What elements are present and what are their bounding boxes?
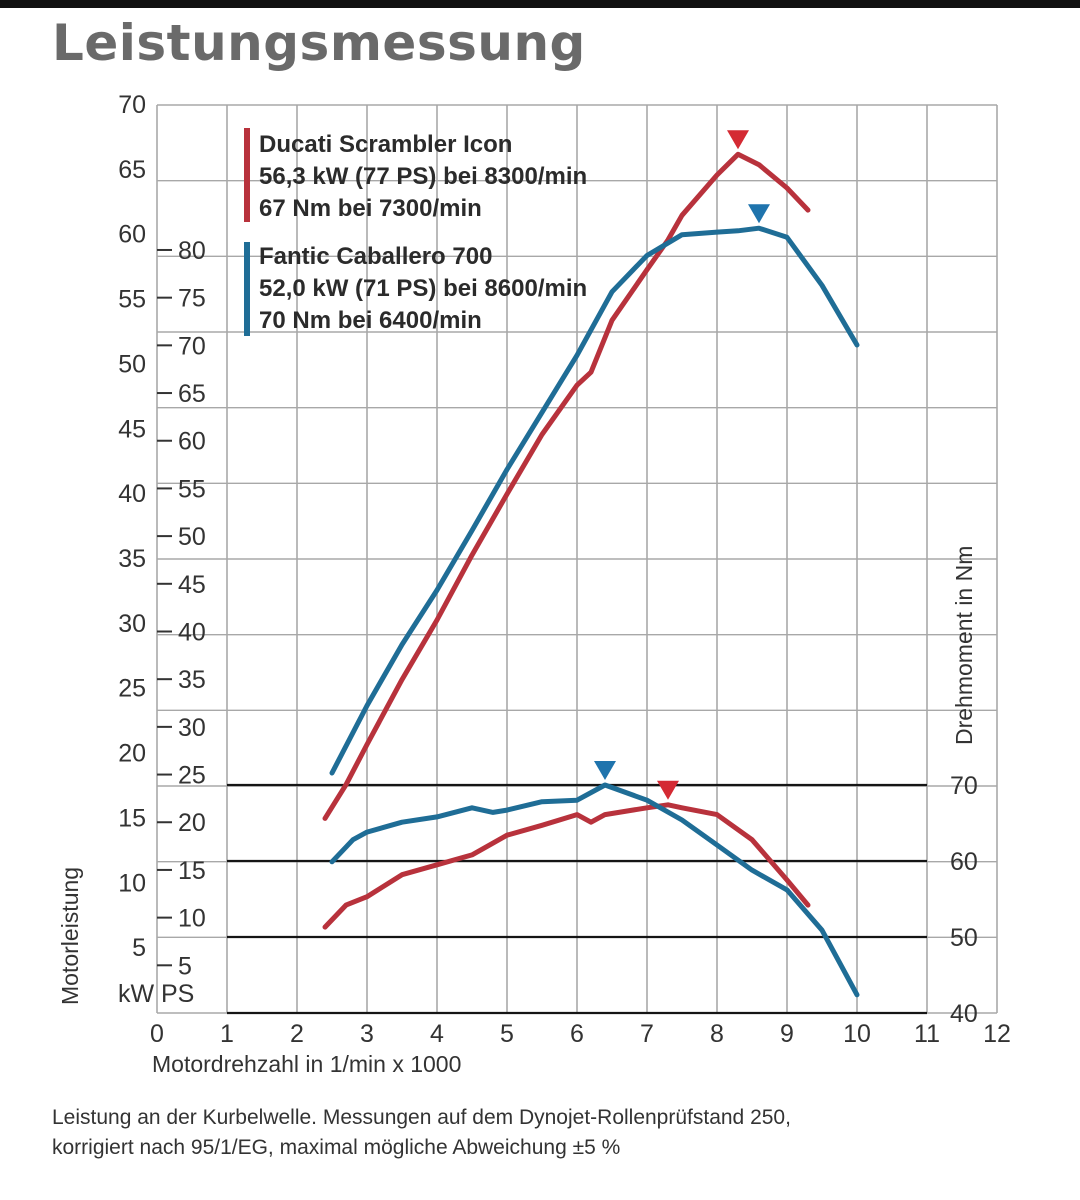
- kw-tick-label: 35: [118, 545, 146, 573]
- ps-tick-label: 65: [178, 380, 206, 408]
- kw-tick-label: 20: [118, 740, 146, 768]
- x-tick-label: 7: [640, 1020, 654, 1048]
- footnote-line-2: korrigiert nach 95/1/EG, maximal möglich…: [52, 1136, 621, 1159]
- series-group: [322, 151, 860, 998]
- ps-tick-label: 30: [178, 714, 206, 742]
- kw-axis-ticks: 5 10 15 20 25 30 35 40 45 50 55 60 65 70: [118, 91, 146, 962]
- ps-axis-ticks: 5 10 15 20 25 30 35 40 45 50 55 60 65 70 75 80: [157, 237, 206, 980]
- nm-tick-label: 50: [950, 924, 978, 952]
- x-tick-label: 2: [290, 1020, 304, 1048]
- footnote: Leistung an der Kurbelwelle. Messungen a…: [52, 1103, 791, 1163]
- peak-marker-fantic-power: [748, 204, 770, 224]
- peak-marker-ducati-power: [727, 130, 749, 150]
- x-tick-label: 12: [983, 1020, 1011, 1048]
- x-tick-label: 3: [360, 1020, 374, 1048]
- ps-tick-label: 75: [178, 285, 206, 313]
- ps-tick-label: 10: [178, 905, 206, 933]
- footnote-line-1: Leistung an der Kurbelwelle. Messungen a…: [52, 1106, 791, 1129]
- nm-tick-label: 40: [950, 1000, 978, 1028]
- ps-unit-label: PS: [161, 980, 194, 1008]
- legend-fantic-name: Fantic Caballero 700: [259, 243, 492, 270]
- x-tick-label: 8: [710, 1020, 724, 1048]
- ps-tick-label: 50: [178, 523, 206, 551]
- x-tick-label: 9: [780, 1020, 794, 1048]
- kw-tick-label: 40: [118, 480, 146, 508]
- legend-fantic-power: 52,0 kW (71 PS) bei 8600/min: [259, 275, 587, 302]
- grid: [156, 104, 998, 1014]
- x-axis-label: Motordrehzahl in 1/min x 1000: [152, 1051, 461, 1077]
- nm-tick-label: 60: [950, 848, 978, 876]
- kw-tick-label: 60: [118, 221, 146, 249]
- kw-tick-label: 45: [118, 415, 146, 443]
- legend-ducati-torque: 67 Nm bei 7300/min: [259, 195, 482, 222]
- kw-tick-label: 70: [118, 91, 146, 119]
- x-tick-label: 5: [500, 1020, 514, 1048]
- kw-unit-label: kW: [118, 980, 155, 1008]
- x-tick-label: 1: [220, 1020, 234, 1048]
- peak-marker-fantic-torque: [594, 761, 616, 780]
- x-tick-label: 10: [843, 1020, 871, 1048]
- ps-tick-label: 70: [178, 332, 206, 360]
- kw-tick-label: 50: [118, 350, 146, 378]
- legend-swatch-ducati: [244, 128, 250, 222]
- nm-tick-label: 70: [950, 772, 978, 800]
- kw-tick-label: 30: [118, 610, 146, 638]
- series-line-ducati-power: [322, 151, 811, 821]
- kw-tick-label: 10: [118, 869, 146, 897]
- series-line-ducati-torque: [322, 802, 811, 930]
- kw-tick-label: 15: [118, 804, 146, 832]
- x-tick-label: 0: [150, 1020, 164, 1048]
- x-tick-label: 11: [914, 1020, 940, 1048]
- top-bar: [0, 0, 1080, 8]
- kw-tick-label: 65: [118, 156, 146, 184]
- legend-ducati-power: 56,3 kW (77 PS) bei 8300/min: [259, 163, 587, 190]
- ps-tick-label: 45: [178, 571, 206, 599]
- x-tick-label: 6: [570, 1020, 584, 1048]
- y-axis-label-left: Motorleistung: [57, 867, 83, 1005]
- ps-tick-label: 80: [178, 237, 206, 265]
- legend-swatch-fantic: [244, 242, 250, 336]
- ps-tick-label: 15: [178, 857, 206, 885]
- ps-tick-label: 55: [178, 475, 206, 503]
- series-line-fantic-power: [329, 225, 860, 776]
- ps-tick-label: 20: [178, 809, 206, 837]
- y-axis-label-right: Drehmoment in Nm: [951, 546, 977, 745]
- x-axis-ticks: 0 1 2 3 4 5 6 7 8 9 10 11 12: [150, 1020, 1011, 1048]
- ps-tick-label: 35: [178, 666, 206, 694]
- page-title: Leistungsmessung: [52, 14, 586, 72]
- ps-tick-label: 40: [178, 618, 206, 646]
- kw-tick-label: 55: [118, 286, 146, 314]
- ps-tick-label: 5: [178, 952, 192, 980]
- legend-ducati-name: Ducati Scrambler Icon: [259, 131, 512, 158]
- peak-marker-ducati-torque: [657, 780, 679, 800]
- nm-axis-ticks: 40 50 60 70: [950, 772, 978, 1028]
- legend: Ducati Scrambler Icon 56,3 kW (77 PS) be…: [244, 128, 587, 336]
- kw-tick-label: 5: [132, 934, 146, 962]
- ps-tick-label: 60: [178, 428, 206, 456]
- series-line-fantic-torque: [329, 782, 860, 998]
- legend-fantic-torque: 70 Nm bei 6400/min: [259, 307, 482, 334]
- ps-tick-label: 25: [178, 762, 206, 790]
- kw-tick-label: 25: [118, 675, 146, 703]
- x-tick-label: 4: [430, 1020, 444, 1048]
- peak-markers: [594, 130, 770, 800]
